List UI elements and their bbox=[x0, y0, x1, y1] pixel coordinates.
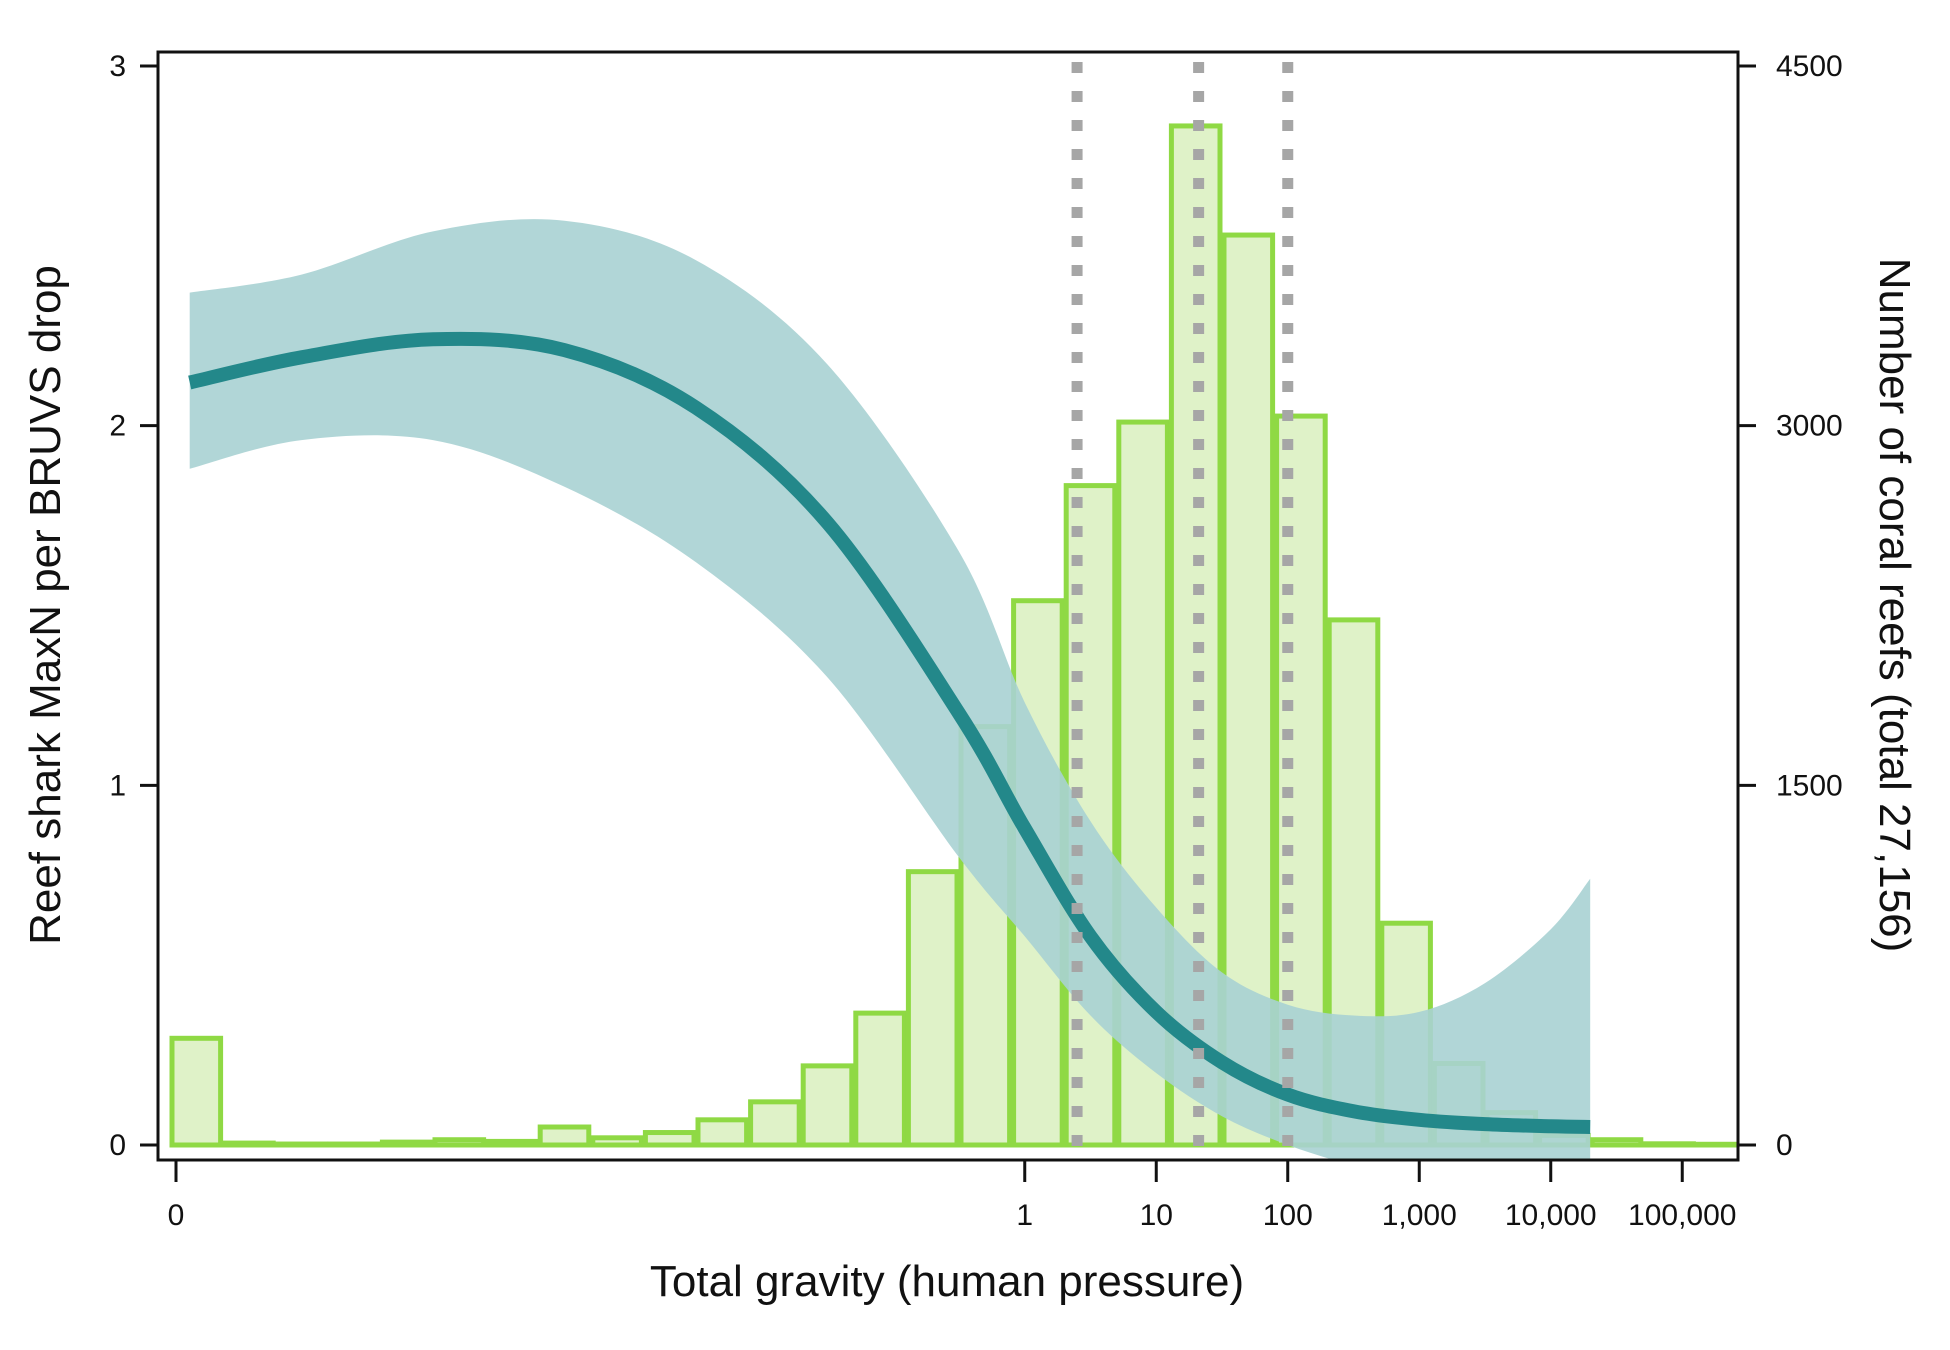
confidence-band bbox=[189, 219, 1591, 1160]
histogram-bar bbox=[748, 1099, 802, 1148]
confidence-band-area bbox=[189, 219, 1591, 1160]
histogram-bar bbox=[905, 869, 960, 1148]
histogram-bar bbox=[169, 1035, 224, 1148]
y-axis-title-left: Reef shark MaxN per BRUVS drop bbox=[21, 265, 70, 945]
y-left-tick-label: 1 bbox=[109, 769, 126, 802]
x-tick-label: 100,000 bbox=[1628, 1199, 1736, 1232]
histogram-bar bbox=[853, 1010, 907, 1148]
y-right-tick-label: 1500 bbox=[1776, 769, 1843, 802]
x-tick-label: 100 bbox=[1263, 1199, 1313, 1232]
reference-lines bbox=[1071, 62, 1294, 1156]
x-tick-label: 1 bbox=[1016, 1199, 1033, 1232]
plot-frame bbox=[156, 50, 1740, 1162]
y-left-tick-label: 0 bbox=[109, 1129, 126, 1162]
x-axis-title: Total gravity (human pressure) bbox=[650, 1257, 1244, 1306]
x-tick-label: 10,000 bbox=[1505, 1199, 1597, 1232]
histogram-bar bbox=[537, 1124, 592, 1148]
histogram-bar bbox=[695, 1117, 750, 1148]
trend-line bbox=[188, 331, 1591, 1134]
plot-area bbox=[169, 62, 1738, 1160]
y-right-tick-label: 0 bbox=[1776, 1129, 1793, 1162]
y-right-tick-label: 4500 bbox=[1776, 50, 1843, 83]
y-right-tick-label: 3000 bbox=[1776, 410, 1843, 443]
x-tick-label: 10 bbox=[1140, 1199, 1173, 1232]
y-left-tick-label: 3 bbox=[109, 50, 126, 83]
mean-curve bbox=[188, 331, 1591, 1134]
histogram-bar bbox=[800, 1063, 855, 1148]
y-left-tick-label: 2 bbox=[109, 410, 126, 443]
axes: 0 1 2 3 0 1500 3000 4500 0 1 10 100 1,000 10,000 100,0… bbox=[109, 50, 1842, 1232]
x-tick-label: 1,000 bbox=[1382, 1199, 1457, 1232]
x-tick-label: 0 bbox=[168, 1199, 185, 1232]
y-axis-title-right: Number of coral reefs (total 27,156) bbox=[1870, 258, 1919, 953]
